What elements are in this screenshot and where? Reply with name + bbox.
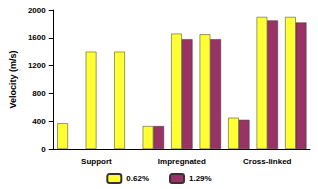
svg-text:2000: 2000: [28, 6, 46, 15]
svg-text:Cross-linked: Cross-linked: [243, 157, 292, 166]
svg-text:0: 0: [41, 145, 46, 154]
svg-text:800: 800: [32, 89, 46, 98]
svg-text:Support: Support: [81, 157, 112, 166]
svg-text:0.62%: 0.62%: [126, 174, 149, 183]
svg-text:Velocity (m/s): Velocity (m/s): [8, 50, 18, 108]
svg-text:1600: 1600: [28, 33, 46, 42]
svg-text:Impregnated: Impregnated: [158, 157, 206, 166]
svg-text:400: 400: [32, 117, 46, 126]
svg-text:1.29%: 1.29%: [189, 174, 212, 183]
svg-text:1200: 1200: [28, 61, 46, 70]
